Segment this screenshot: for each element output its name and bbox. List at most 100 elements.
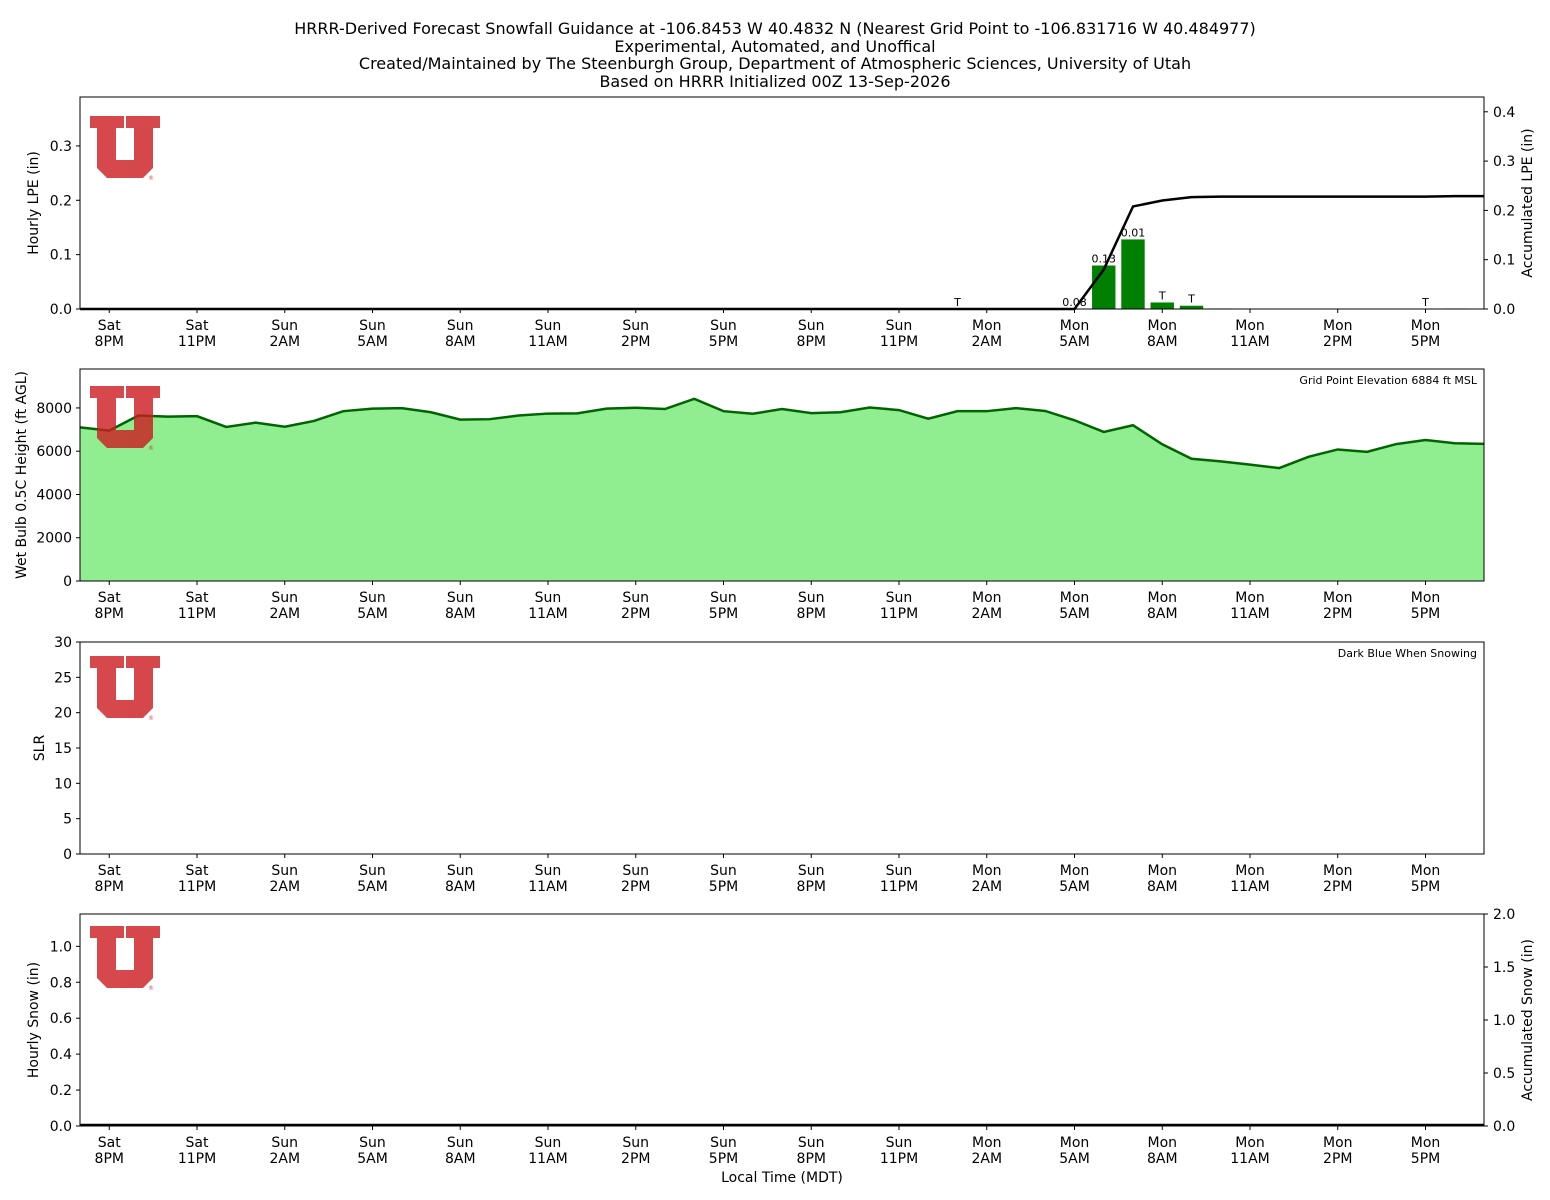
y-axis-label: Hourly Snow (in) [26, 962, 42, 1078]
x-tick-label-day: Mon [1060, 318, 1090, 334]
x-tick-label-time: 2AM [269, 1151, 300, 1167]
y-tick-label: 0 [63, 847, 72, 863]
y-tick-label: 0.0 [50, 1119, 72, 1135]
chart-title-line-2: Experimental, Automated, and Unoffical [614, 36, 936, 56]
x-tick-label-time: 2PM [1323, 879, 1352, 895]
y-right-tick-label: 0.5 [1493, 1066, 1515, 1082]
lpe-bar [1150, 302, 1174, 309]
lpe-bar-label: 0.08 [1062, 296, 1087, 309]
wet-bulb-line [79, 397, 1485, 470]
x-tick-label-day: Mon [1147, 318, 1177, 334]
x-tick-label-time: 11PM [880, 1151, 918, 1167]
x-tick-label-day: Sun [710, 863, 737, 879]
x-tick-label-day: Sun [447, 590, 474, 606]
x-tick-label-day: Mon [1323, 863, 1353, 879]
y-tick-label: 6000 [36, 444, 72, 460]
x-tick-label-day: Mon [1235, 318, 1265, 334]
x-tick-label-day: Sat [186, 318, 209, 334]
x-tick-label-day: Sun [271, 590, 298, 606]
x-tick-label-time: 5PM [709, 1151, 738, 1167]
x-tick-label-time: 11PM [880, 879, 918, 895]
lpe-bar-label: T [953, 296, 961, 309]
x-tick-label-time: 11AM [1230, 1151, 1269, 1167]
lpe-bar-label: T [1158, 289, 1166, 302]
x-tick-label-day: Sun [535, 318, 562, 334]
x-tick-label-day: Sat [98, 863, 121, 879]
x-tick-label-day: Mon [1060, 590, 1090, 606]
x-tick-label-time: 5AM [1059, 334, 1090, 350]
x-tick-label-time: 8AM [1147, 1151, 1178, 1167]
x-tick-label-time: 5PM [1411, 606, 1440, 622]
y-tick-label: 0 [63, 574, 72, 590]
registered-mark-icon: ® [148, 175, 154, 182]
x-tick-label-day: Sun [798, 590, 825, 606]
y-right-axis-label: Accumulated Snow (in) [1520, 939, 1536, 1101]
x-tick-label-time: 5PM [709, 606, 738, 622]
lpe-bar [1179, 305, 1204, 309]
x-tick-label-day: Sun [622, 590, 649, 606]
x-tick-label-day: Sun [886, 1135, 913, 1151]
x-tick-label-time: 5PM [709, 879, 738, 895]
x-tick-label-day: Sun [359, 590, 386, 606]
x-tick-label-time: 8PM [797, 879, 826, 895]
hourly-snow-panel: 0.00.20.40.60.81.00.00.51.01.52.0®Sat8PM… [26, 907, 1536, 1186]
x-tick-label-time: 11PM [880, 334, 918, 350]
x-tick-label-day: Mon [1060, 863, 1090, 879]
x-tick-label-day: Sun [710, 318, 737, 334]
x-tick-label-day: Sun [535, 863, 562, 879]
plot-frame [79, 368, 1485, 582]
x-tick-label-day: Sun [535, 590, 562, 606]
x-tick-label-time: 2PM [621, 879, 650, 895]
y-right-tick-label: 0.2 [1493, 203, 1515, 219]
y-tick-label: 30 [54, 635, 72, 651]
y-tick-label: 1.0 [50, 939, 72, 955]
x-tick-label-time: 2AM [971, 1151, 1002, 1167]
lpe-bar-label: 0.01 [1121, 226, 1146, 239]
registered-mark-icon: ® [148, 445, 154, 452]
x-tick-label-time: 8AM [445, 334, 476, 350]
registered-mark-icon: ® [148, 985, 154, 992]
registered-mark-icon: ® [148, 715, 154, 722]
x-tick-label-time: 8AM [1147, 606, 1178, 622]
y-tick-label: 2000 [36, 531, 72, 547]
x-tick-label-time: 5PM [1411, 334, 1440, 350]
y-tick-label: 8000 [36, 401, 72, 417]
u-logo-shape [90, 386, 160, 448]
chart-title-line-1: HRRR-Derived Forecast Snowfall Guidance … [294, 19, 1256, 38]
y-tick-label: 25 [54, 670, 72, 686]
x-tick-label-time: 5AM [1059, 879, 1090, 895]
u-logo-shape [90, 926, 160, 988]
x-tick-label-time: 2AM [269, 334, 300, 350]
x-tick-label-time: 11AM [528, 334, 567, 350]
x-tick-label-day: Mon [1235, 863, 1265, 879]
x-tick-label-day: Sun [359, 318, 386, 334]
x-tick-label-time: 5PM [709, 334, 738, 350]
x-tick-label-time: 8AM [445, 606, 476, 622]
y-right-axis-label: Accumulated LPE (in) [1520, 128, 1536, 277]
x-tick-label-time: 8AM [1147, 879, 1178, 895]
grid-elevation-annotation: Grid Point Elevation 6884 ft MSL [1299, 374, 1477, 387]
y-tick-label: 5 [63, 812, 72, 828]
y-tick-label: 20 [54, 706, 72, 722]
x-tick-label-day: Sat [98, 318, 121, 334]
x-tick-label-day: Sun [271, 863, 298, 879]
u-logo-shape [90, 116, 160, 178]
lpe-bar [1121, 239, 1145, 309]
x-tick-label-day: Sun [622, 318, 649, 334]
x-tick-label-time: 5AM [357, 334, 388, 350]
chart-title-line-4: Based on HRRR Initialized 00Z 13-Sep-202… [599, 71, 951, 91]
x-tick-label-time: 8PM [797, 606, 826, 622]
x-tick-label-day: Sat [186, 863, 209, 879]
x-axis-label: Local Time (MDT) [721, 1170, 843, 1186]
x-tick-label-time: 5AM [357, 879, 388, 895]
university-of-utah-u-logo-icon: ® [90, 116, 160, 182]
y-tick-label: 0.1 [50, 248, 72, 264]
x-tick-label-time: 8PM [797, 1151, 826, 1167]
x-tick-label-time: 2PM [1323, 334, 1352, 350]
chart-title-line-3: Created/Maintained by The Steenburgh Gro… [358, 54, 1192, 73]
x-tick-label-day: Mon [1235, 590, 1265, 606]
x-tick-label-time: 2PM [621, 1151, 650, 1167]
x-tick-label-time: 11PM [178, 606, 216, 622]
y-tick-label: 10 [54, 776, 72, 792]
x-tick-label-time: 2AM [269, 606, 300, 622]
